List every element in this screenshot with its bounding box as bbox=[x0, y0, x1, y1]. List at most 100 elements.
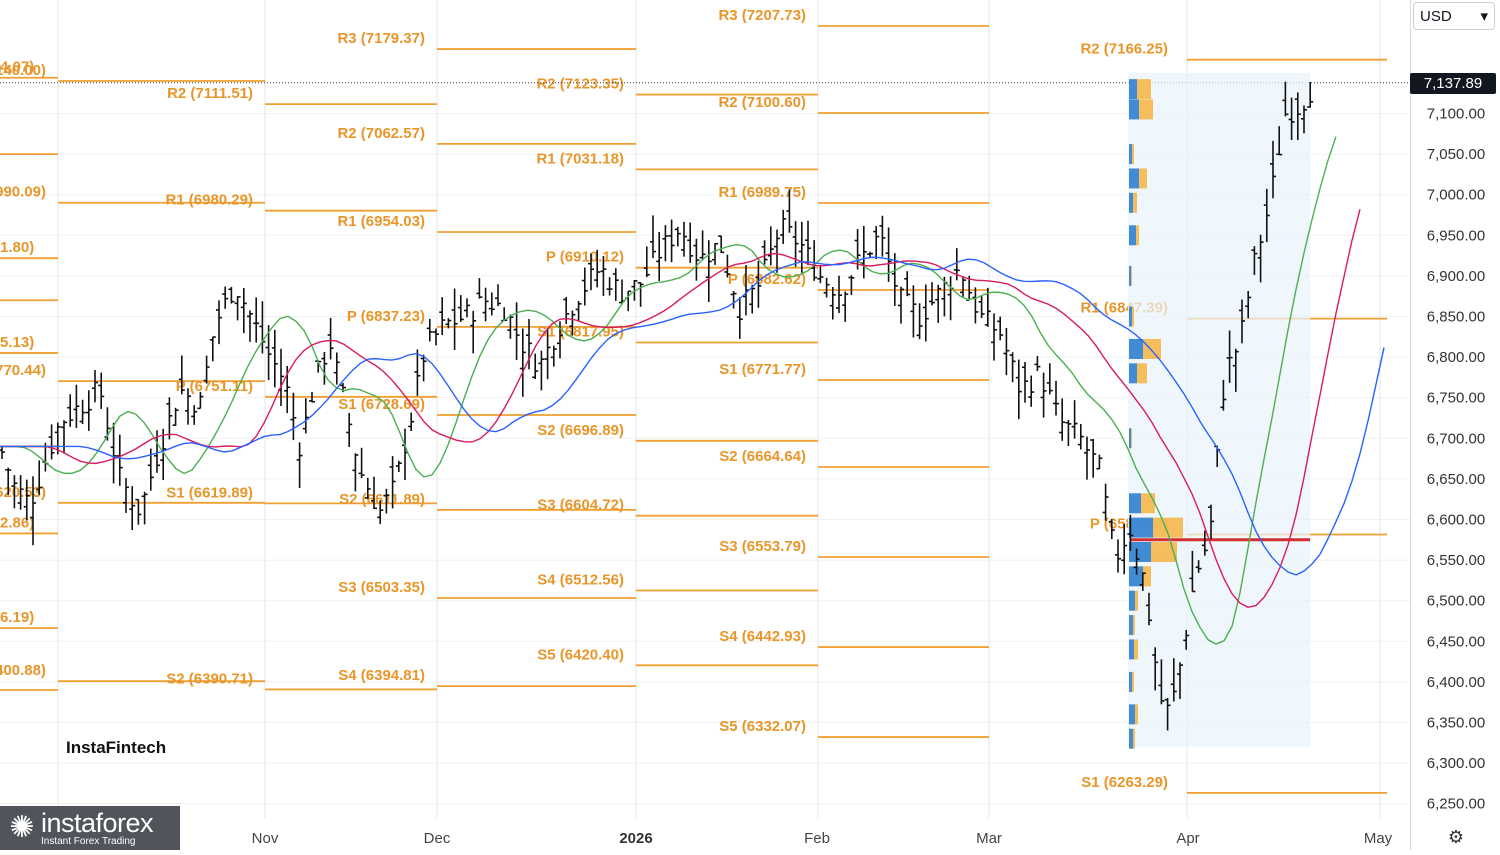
ohlc-bar bbox=[1022, 362, 1028, 403]
volume-profile-bar bbox=[1135, 590, 1138, 611]
ohlc-bar bbox=[110, 422, 117, 484]
pivot-level-label: R2 (7100.60) bbox=[718, 94, 806, 111]
ohlc-bar bbox=[178, 355, 185, 395]
ohlc-bar bbox=[997, 316, 1004, 341]
ohlc-bar bbox=[1208, 504, 1214, 540]
ohlc-bar bbox=[1245, 291, 1252, 319]
ohlc-bar bbox=[519, 328, 526, 397]
ohlc-bar bbox=[656, 231, 663, 282]
ohlc-bar bbox=[538, 350, 545, 391]
ohlc-bar bbox=[253, 297, 260, 343]
y-axis-tick-label: 6,450.00 bbox=[1427, 633, 1485, 650]
pivot-level-label: 2.86) bbox=[0, 514, 34, 531]
y-axis-tick-label: 6,400.00 bbox=[1427, 674, 1485, 691]
ma-fast-line bbox=[0, 136, 1337, 645]
volume-profile-bar bbox=[1129, 671, 1132, 692]
ohlc-bar bbox=[935, 284, 942, 323]
pivot-level-label: S1 (6620.53) bbox=[0, 484, 46, 501]
ohlc-bar bbox=[575, 300, 582, 322]
ohlc-bar bbox=[23, 479, 30, 521]
ohlc-bar bbox=[1170, 658, 1177, 702]
ohlc-bar bbox=[333, 352, 340, 385]
ohlc-bar bbox=[1102, 483, 1109, 521]
pivot-level-label: R1 (6989.75) bbox=[718, 184, 806, 201]
ohlc-bar bbox=[904, 271, 911, 297]
ohlc-bar bbox=[1121, 523, 1128, 575]
volume-profile-bar bbox=[1129, 363, 1137, 384]
pivot-level-label: S4 (6394.81) bbox=[338, 667, 425, 684]
ohlc-bar bbox=[1152, 647, 1159, 691]
ohlc-bar bbox=[1077, 423, 1084, 450]
ohlc-bar bbox=[718, 235, 725, 254]
ohlc-bar bbox=[606, 277, 613, 296]
ohlc-bar bbox=[836, 275, 842, 314]
ohlc-bar bbox=[817, 266, 824, 284]
ohlc-bar bbox=[185, 388, 191, 425]
price-chart[interactable]: Nov Dec 2026 Feb Mar Apr May 4.07) 1.80) 5.13) 2.8… bbox=[0, 0, 1410, 850]
ohlc-bar bbox=[1059, 398, 1066, 441]
ohlc-bar bbox=[749, 284, 756, 314]
instaforex-mark-icon: ✺ bbox=[9, 811, 35, 844]
ohlc-bar bbox=[1201, 530, 1208, 556]
ohlc-bar bbox=[761, 240, 768, 265]
price-axis[interactable]: 7,100.00 7,050.00 7,000.00 6,950.00 6,900.00… bbox=[1410, 0, 1500, 850]
gear-icon[interactable]: ⚙ bbox=[1447, 827, 1465, 847]
pivot-level-label: S1 (6619.89) bbox=[166, 484, 253, 501]
ohlc-bar bbox=[879, 215, 886, 257]
ohlc-bar bbox=[891, 253, 898, 306]
volume-profile-bar bbox=[1143, 566, 1151, 587]
ohlc-bar bbox=[1270, 140, 1276, 199]
ohlc-bar bbox=[730, 290, 737, 309]
ohlc-bar bbox=[1288, 97, 1295, 141]
pivot-level-label: S1 (6771.77) bbox=[719, 361, 806, 378]
ohlc-bar bbox=[1251, 246, 1258, 275]
ohlc-bar bbox=[1139, 572, 1146, 591]
ohlc-bar bbox=[470, 310, 477, 354]
ohlc-bar bbox=[495, 284, 501, 307]
pivot-level-label: 5.13) bbox=[0, 334, 34, 351]
ohlc-bar bbox=[873, 226, 880, 260]
volume-profile-bar bbox=[1129, 704, 1135, 725]
volume-profile-bar bbox=[1136, 225, 1139, 246]
ohlc-bar bbox=[290, 392, 297, 441]
ohlc-bar bbox=[581, 267, 588, 306]
ohlc-bar bbox=[67, 394, 74, 427]
ohlc-bar bbox=[1028, 375, 1035, 407]
pivot-level-label: S2 (6390.71) bbox=[166, 670, 253, 687]
ohlc-bar bbox=[588, 253, 594, 291]
ohlc-bar bbox=[129, 486, 136, 531]
y-axis-tick-label: 6,800.00 bbox=[1427, 349, 1485, 366]
x-axis-label: Mar bbox=[976, 830, 1002, 847]
volume-profile-bar bbox=[1132, 671, 1134, 692]
ohlc-bar bbox=[805, 220, 811, 266]
ohlc-bar bbox=[668, 219, 675, 263]
ohlc-bar bbox=[643, 246, 650, 278]
ohlc-bar bbox=[798, 221, 805, 273]
y-axis-tick-label: 6,650.00 bbox=[1427, 471, 1485, 488]
ohlc-bar bbox=[234, 296, 241, 321]
ohlc-bar bbox=[1257, 234, 1264, 283]
ohlc-bar bbox=[823, 277, 830, 298]
ohlc-bar bbox=[1065, 419, 1072, 447]
ohlc-bar bbox=[687, 222, 694, 263]
x-axis-label: 2026 bbox=[619, 830, 652, 847]
pivot-level-label: S1 (6263.29) bbox=[1081, 774, 1168, 791]
volume-profile-bar bbox=[1129, 493, 1141, 514]
ohlc-bar bbox=[947, 276, 954, 321]
ohlc-bar bbox=[594, 249, 601, 288]
y-axis-tick-label: 6,350.00 bbox=[1427, 715, 1485, 732]
pivot-level-label: R2 (7140.00) bbox=[0, 62, 46, 79]
ohlc-bar bbox=[216, 300, 222, 345]
ohlc-bar bbox=[141, 491, 148, 525]
currency-select[interactable]: USD ▾ bbox=[1413, 2, 1495, 30]
ohlc-bar bbox=[637, 282, 644, 307]
volume-profile-bar bbox=[1129, 428, 1131, 449]
volume-profile-bar bbox=[1129, 615, 1133, 636]
pivot-level-label: S1 (6728.69) bbox=[338, 396, 425, 413]
y-axis-tick-label: 7,100.00 bbox=[1427, 106, 1485, 123]
ohlc-bar bbox=[1146, 592, 1152, 626]
ohlc-bar bbox=[172, 407, 179, 426]
x-axis-label: Feb bbox=[804, 830, 830, 847]
ohlc-bar bbox=[364, 477, 371, 499]
ohlc-bar bbox=[916, 303, 923, 340]
